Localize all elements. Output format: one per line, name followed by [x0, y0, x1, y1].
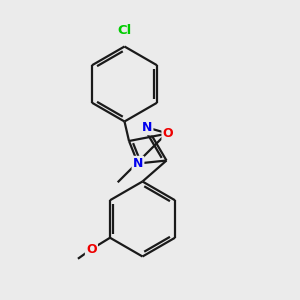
Text: O: O — [163, 127, 173, 140]
Text: Cl: Cl — [117, 24, 132, 37]
Text: O: O — [86, 243, 97, 256]
Text: N: N — [133, 157, 143, 170]
Text: N: N — [142, 121, 152, 134]
